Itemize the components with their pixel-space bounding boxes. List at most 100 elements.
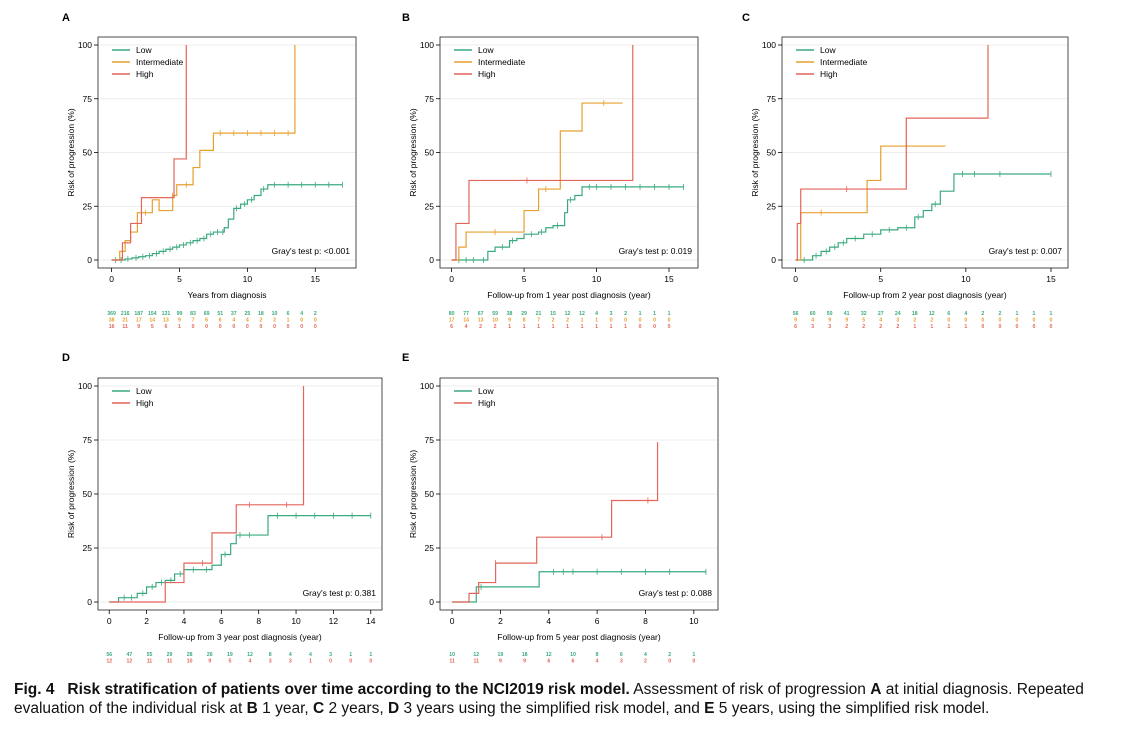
caption-panel-a: A [870,681,882,698]
panel-b-risk-intermediate: 8 [523,318,526,324]
panel-b-risk-high: 1 [624,324,627,330]
panel-c-risk-low: 32 [861,311,867,317]
panel-a-risk-low: 4 [300,311,303,317]
panel-d-risk-low: 8 [269,652,272,658]
panel-e-risk-low: 12 [473,652,479,658]
panel-c-risk-high: 2 [896,324,899,330]
panel-a-line-intermediate [111,45,296,261]
panel-a-xlabel: Years from diagnosis [187,290,266,300]
panel-b-ytick-label: 75 [425,94,435,104]
panel-e-risk-low: 19 [498,652,504,658]
panel-a-ylabel: Risk of progression (%) [66,108,76,197]
panel-c-risk-low: 1 [1015,311,1018,317]
panel-b-risk-intermediate: 0 [668,318,671,324]
panel-c-risk-intermediate: 9 [828,318,831,324]
panel-a-ytick-label: 0 [87,255,92,265]
panel-e-risk-low: 8 [596,652,599,658]
panel-a-ytick-label: 75 [83,94,93,104]
panel-b-risk-high: 2 [479,324,482,330]
panel-d-letter: D [62,352,70,364]
panel-b-risk-intermediate: 0 [639,318,642,324]
panel-c-ytick-label: 100 [762,40,776,50]
panel-d-xtick-label: 0 [107,616,112,626]
panel-d-xtick-label: 8 [256,616,261,626]
panel-b-risk-low: 59 [492,311,498,317]
panel-b-risk-high: 1 [552,324,555,330]
panel-b-ylabel: Risk of progression (%) [408,108,418,197]
panel-a-risk-high: 11 [122,324,128,330]
panel-a-risk-high: 0 [232,324,235,330]
caption-panel-e: E [704,700,715,717]
panel-a-risk-high: 6 [164,324,167,330]
panel-c-line-high [795,45,989,261]
panel-a-risk-high: 0 [246,324,249,330]
panel-e-risk-high: 2 [644,659,647,665]
panel-a-risk-high: 1 [178,324,181,330]
panel-b-xtick-label: 10 [592,274,602,284]
panel-a-risk-intermediate: 1 [287,318,290,324]
panel-c-line-low [795,173,1051,261]
panel-c-risk-intermediate: 0 [998,318,1001,324]
panel-e-line-low [452,571,706,603]
panel-a-risk-high: 0 [205,324,208,330]
panel-c-risk-intermediate: 4 [811,318,814,324]
panel-c-risk-intermediate: 3 [896,318,899,324]
panel-a-risk-intermediate: 0 [300,318,303,324]
panel-e-ytick-label: 0 [429,597,434,607]
panel-b-xtick-label: 0 [449,274,454,284]
panel-c-line-intermediate [795,145,946,261]
panel-e-legend-low: Low [478,386,494,396]
panel-b-risk-high: 0 [639,324,642,330]
panel-b-risk-low: 38 [507,311,513,317]
panel-d-risk-low: 12 [247,652,253,658]
panel-d-risk-high: 1 [309,659,312,665]
panel-b-risk-high: 1 [595,324,598,330]
panel-d-xtick-label: 6 [219,616,224,626]
panel-a-risk-intermediate: 17 [136,318,142,324]
panel-b-risk-low: 29 [521,311,527,317]
panel-c-risk-high: 0 [981,324,984,330]
panel-b-risk-high: 1 [581,324,584,330]
panel-b-risk-intermediate: 2 [566,318,569,324]
panel-b-risk-high: 0 [653,324,656,330]
panel-e-risk-low: 10 [449,652,455,658]
panel-b-risk-low: 2 [624,311,627,317]
panel-c-risk-high: 1 [913,324,916,330]
panel-e-risk-high: 4 [596,659,599,665]
panel-c-ytick-label: 75 [767,94,777,104]
panel-c-risk-low: 2 [998,311,1001,317]
panel-c-risk-intermediate: 5 [862,318,865,324]
panel-d-risk-high: 0 [329,659,332,665]
panel-e-risk-high: 11 [474,659,480,665]
panel-c-xtick-label: 0 [793,274,798,284]
panel-b-ytick-label: 0 [429,255,434,265]
panel-a-risk-high: 0 [192,324,195,330]
panel-e-risk-high: 9 [523,659,526,665]
panel-a-risk-high: 0 [260,324,263,330]
panel-e-line-high [452,442,659,603]
panel-a-legend-low: Low [136,45,152,55]
panel-b-risk-intermediate: 2 [552,318,555,324]
panel-c-risk-low: 2 [981,311,984,317]
panel-c-ytick-label: 25 [767,201,777,211]
panel-e-legend-high: High [478,398,496,408]
panel-d-legend-high: High [136,398,154,408]
panel-d-xlabel: Follow-up from 3 year post diagnosis (ye… [158,632,322,642]
panel-c-risk-low: 41 [844,311,850,317]
panel-a-risk-low: 37 [231,311,237,317]
panel-b-xtick-label: 5 [522,274,527,284]
panel-a-risk-low: 154 [148,311,157,317]
caption-panel-c: C [313,700,325,717]
panel-d-risk-high: 12 [126,659,132,665]
panel-d-risk-low: 26 [207,652,213,658]
panel-a-risk-high: 5 [151,324,154,330]
panel-d-risk-low: 19 [227,652,233,658]
panel-a-risk-intermediate: 2 [273,318,276,324]
caption-text-4: 2 years, [324,700,388,717]
panel-c-risk-high: 2 [845,324,848,330]
panel-c-risk-high: 1 [964,324,967,330]
panel-c-risk-high: 2 [879,324,882,330]
panel-b-risk-low: 77 [463,311,469,317]
caption-text-1: Assessment of risk of progression [629,681,871,698]
